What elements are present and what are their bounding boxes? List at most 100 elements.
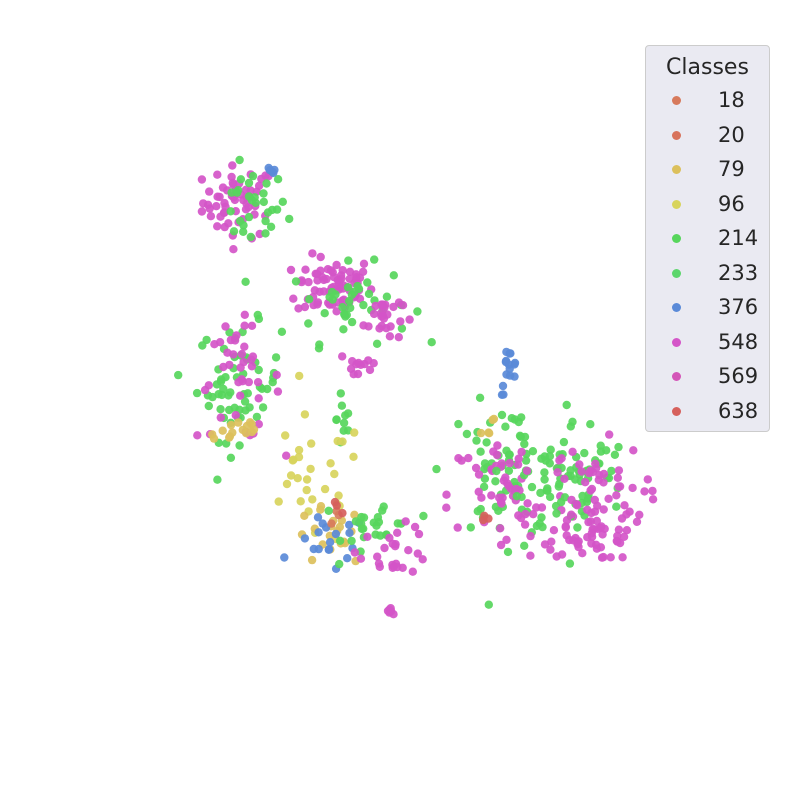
scatter-point-class-214 — [512, 492, 521, 501]
scatter-point-class-214 — [559, 437, 569, 447]
scatter-point-class-548 — [629, 446, 638, 455]
scatter-point-class-548 — [453, 523, 462, 532]
scatter-point-class-548 — [371, 301, 380, 311]
scatter-point-class-548 — [205, 187, 214, 196]
scatter-point-class-96 — [282, 479, 292, 489]
scatter-point-class-548 — [223, 348, 232, 357]
scatter-point-class-548 — [408, 567, 417, 576]
scatter-point-class-548 — [309, 300, 318, 310]
scatter-point-class-214 — [536, 488, 545, 498]
scatter-point-class-214 — [359, 513, 369, 522]
scatter-point-class-548 — [226, 335, 236, 345]
scatter-point-class-638 — [484, 514, 493, 523]
scatter-point-class-214 — [192, 388, 202, 398]
scatter-point-class-548 — [606, 553, 615, 562]
scatter-point-class-548 — [304, 277, 313, 287]
scatter-point-class-548 — [385, 332, 395, 341]
scatter-point-class-376 — [505, 371, 515, 380]
scatter-point-class-548 — [294, 304, 303, 313]
scatter-point-class-548 — [231, 411, 240, 420]
scatter-point-class-214 — [261, 216, 270, 226]
scatter-point-class-548 — [193, 431, 202, 440]
scatter-point-class-214 — [246, 232, 255, 242]
scatter-point-class-96 — [330, 469, 339, 479]
scatter-point-class-214 — [466, 523, 475, 532]
scatter-point-class-548 — [353, 369, 363, 379]
scatter-point-class-214 — [239, 221, 248, 230]
scatter-point-class-376 — [498, 381, 508, 391]
legend-item-214: 214 — [646, 221, 769, 256]
scatter-point-class-548 — [520, 520, 530, 529]
scatter-point-class-548 — [388, 539, 397, 548]
scatter-point-class-214 — [238, 327, 247, 337]
scatter-point-class-548 — [622, 510, 631, 519]
scatter-point-class-214 — [419, 511, 428, 521]
scatter-point-class-376 — [499, 390, 508, 399]
scatter-point-class-214 — [540, 475, 549, 484]
scatter-point-class-214 — [397, 324, 407, 333]
scatter-point-class-548 — [523, 499, 532, 508]
scatter-point-class-548 — [301, 265, 310, 274]
scatter-point-class-548 — [212, 202, 221, 211]
scatter-point-class-214 — [259, 189, 268, 198]
scatter-point-class-548 — [474, 470, 484, 479]
scatter-point-class-214 — [545, 459, 554, 468]
scatter-point-class-548 — [336, 271, 346, 280]
scatter-point-class-376 — [331, 529, 341, 539]
scatter-point-class-96 — [308, 495, 317, 504]
scatter-point-class-548 — [221, 322, 230, 331]
scatter-point-class-214 — [339, 426, 348, 435]
scatter-point-class-548 — [517, 447, 526, 457]
scatter-point-class-96 — [306, 464, 315, 474]
scatter-point-class-214 — [339, 418, 349, 428]
scatter-point-class-214 — [480, 474, 490, 483]
scatter-point-class-214 — [174, 370, 183, 380]
legend-item-548: 548 — [646, 325, 769, 360]
legend-marker — [672, 165, 681, 174]
legend-label: 548 — [718, 329, 759, 354]
scatter-point-class-548 — [224, 219, 233, 228]
scatter-point-class-548 — [220, 198, 229, 208]
scatter-point-class-214 — [582, 497, 592, 507]
scatter-point-class-548 — [418, 555, 427, 564]
scatter-point-class-548 — [549, 526, 559, 535]
legend-item-233: 233 — [646, 256, 769, 291]
scatter-point-class-548 — [359, 321, 368, 330]
scatter-point-class-548 — [567, 495, 576, 505]
scatter-point-class-214 — [543, 486, 552, 495]
scatter-point-class-214 — [354, 284, 364, 293]
scatter-point-class-548 — [228, 178, 237, 188]
scatter-point-class-214 — [332, 415, 341, 425]
scatter-point-class-79 — [300, 511, 309, 520]
scatter-point-class-548 — [593, 524, 602, 533]
scatter-point-class-548 — [332, 307, 341, 316]
scatter-point-class-214 — [586, 420, 595, 429]
scatter-point-class-548 — [599, 552, 608, 562]
scatter-point-class-376 — [345, 520, 354, 530]
scatter-point-class-214 — [427, 338, 436, 347]
scatter-point-class-214 — [607, 466, 616, 476]
scatter-point-class-548 — [240, 310, 249, 319]
scatter-point-class-548 — [363, 532, 372, 541]
scatter-point-class-548 — [598, 530, 607, 539]
scatter-point-class-548 — [386, 322, 395, 331]
scatter-point-class-548 — [273, 387, 283, 396]
legend-label: 20 — [718, 122, 745, 147]
scatter-point-class-548 — [332, 260, 341, 270]
scatter-point-class-214 — [254, 365, 263, 375]
scatter-point-class-214 — [305, 295, 314, 304]
scatter-point-class-376 — [343, 554, 352, 563]
scatter-point-class-548 — [599, 469, 609, 479]
scatter-point-class-79 — [307, 555, 317, 565]
scatter-point-class-214 — [382, 292, 392, 301]
legend-marker — [672, 303, 681, 312]
scatter-point-class-548 — [632, 517, 642, 526]
scatter-point-class-214 — [240, 397, 250, 406]
legend-marker — [672, 199, 681, 209]
scatter-point-class-214 — [413, 307, 422, 316]
scatter-point-class-548 — [635, 510, 644, 519]
scatter-point-class-96 — [286, 471, 296, 480]
scatter-point-class-79 — [225, 433, 234, 442]
scatter-point-class-548 — [239, 357, 248, 367]
